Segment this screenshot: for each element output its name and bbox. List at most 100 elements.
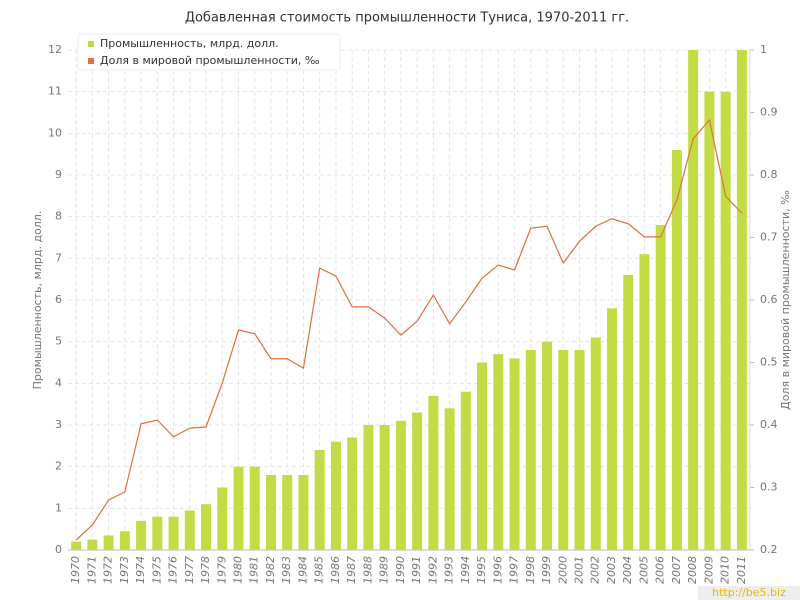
bar (103, 535, 114, 550)
y2-tick-label: 0.9 (760, 106, 778, 119)
bar (655, 225, 666, 550)
bar (265, 475, 276, 550)
bar (282, 475, 293, 550)
y-tick-label: 7 (55, 251, 62, 264)
bar (639, 254, 650, 550)
x-tick-label: 1987 (345, 556, 358, 584)
y-tick-label: 5 (55, 335, 62, 348)
y-tick-label: 3 (55, 418, 62, 431)
bar (428, 395, 439, 550)
bar (168, 516, 179, 550)
x-tick-label: 2004 (621, 556, 634, 584)
bar (152, 516, 163, 550)
legend-swatch (88, 58, 94, 64)
y2-tick-label: 0.2 (760, 543, 778, 556)
bar (509, 358, 520, 550)
bar (136, 520, 147, 550)
x-tick-label: 1995 (475, 556, 488, 584)
legend-box (77, 33, 341, 71)
bar (460, 391, 471, 550)
bar (590, 337, 601, 550)
y-tick-label: 4 (55, 376, 62, 389)
bar (71, 541, 82, 550)
y-tick-label: 2 (55, 460, 62, 473)
line (75, 118, 743, 541)
y2-tick-label: 0.6 (760, 293, 778, 306)
x-tick-label: 1998 (524, 556, 537, 584)
x-tick-label: 1983 (280, 556, 293, 584)
x-tick-label: 1990 (394, 556, 407, 584)
x-tick-label: 1971 (85, 556, 98, 584)
x-tick-label: 1976 (167, 556, 180, 584)
bar (233, 466, 244, 550)
x-tick-label: 1985 (313, 556, 326, 584)
bar (704, 91, 715, 551)
y2-tick-label: 1 (760, 43, 767, 56)
x-tick-label: 2008 (686, 556, 699, 584)
bar (379, 425, 390, 550)
bar (444, 408, 455, 550)
y2-tick-label: 0.7 (760, 231, 778, 244)
x-tick-label: 1972 (102, 556, 115, 584)
x-tick-label: 2001 (573, 556, 586, 584)
x-tick-label: 2006 (654, 556, 667, 584)
x-tick-label: 2011 (735, 556, 748, 584)
watermark: http://be5.biz (712, 586, 786, 599)
bar (298, 475, 309, 550)
x-tick-label: 2009 (702, 556, 715, 584)
x-tick-label: 1994 (459, 556, 472, 584)
legend: Промышленность, млрд. долл. Доля в мирово… (77, 33, 341, 71)
watermark-bg (698, 586, 800, 600)
bar (217, 487, 228, 550)
bar (363, 425, 374, 550)
x-tick-label: 1974 (134, 556, 147, 584)
x-tick-label: 1984 (296, 556, 309, 584)
x-tick-label: 1989 (378, 556, 391, 584)
bar (525, 350, 536, 550)
x-tick-label: 1991 (410, 556, 423, 584)
bar (412, 412, 423, 550)
x-tick-label: 1981 (248, 556, 261, 584)
x-tick-label: 1970 (69, 556, 82, 584)
bar (249, 466, 260, 550)
chart-title: Добавленная стоимость промышленности Тун… (185, 11, 629, 26)
bar (688, 50, 699, 550)
bar (119, 531, 130, 550)
x-tick-label: 2005 (637, 556, 650, 584)
y-axis-title: Промышленность, млрд. долл. (31, 211, 44, 390)
bar (558, 350, 569, 550)
y2-axis-title: Доля в мировой промышленности, ‰ (779, 190, 792, 410)
bar (542, 341, 553, 550)
y-tick-label: 11 (48, 85, 62, 98)
y-tick-label: 1 (55, 501, 62, 514)
x-tick-label: 1975 (150, 556, 163, 584)
y-tick-label: 9 (55, 168, 62, 181)
y2-tick-label: 0.3 (760, 481, 778, 494)
bar (330, 441, 341, 550)
x-tick-label: 1993 (443, 556, 456, 584)
y-tick-label: 6 (55, 293, 62, 306)
bar (493, 354, 504, 550)
x-tick-label: 1996 (491, 556, 504, 584)
bar (201, 504, 212, 550)
x-tick-label: 1977 (183, 556, 196, 584)
x-tick-label: 2007 (670, 556, 683, 584)
bar (395, 420, 406, 550)
x-tick-label: 2010 (719, 556, 732, 584)
x-tick-label: 1999 (540, 556, 553, 584)
bar (477, 362, 488, 550)
x-tick-label: 1986 (329, 556, 342, 584)
x-tick-label: 1992 (426, 556, 439, 584)
x-tick-label: 2002 (589, 556, 602, 584)
bar (671, 150, 682, 550)
bar (720, 91, 731, 551)
legend-swatch (88, 41, 94, 47)
bar (606, 308, 617, 550)
x-tick-label: 2003 (605, 556, 618, 584)
y2-tick-label: 0.5 (760, 356, 778, 369)
y-tick-label: 12 (48, 43, 62, 56)
x-tick-label: 2000 (556, 556, 569, 584)
bar (574, 350, 585, 550)
legend-label: Доля в мировой промышленности, ‰ (100, 54, 320, 67)
